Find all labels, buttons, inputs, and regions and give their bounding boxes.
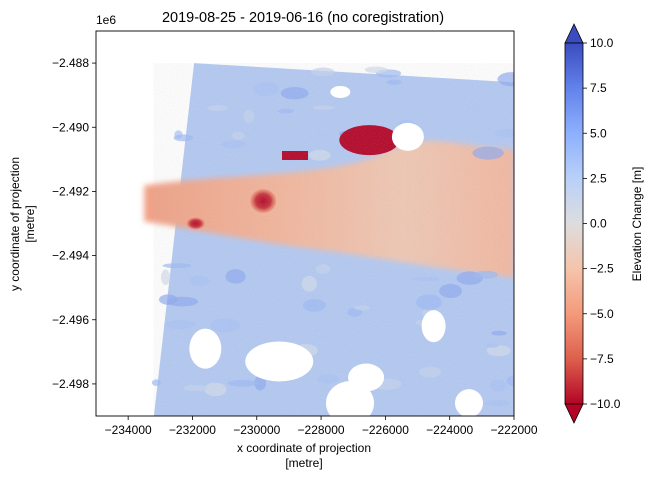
nodata-hole [421, 310, 446, 343]
colorbar-tick-label: −2.5 [590, 262, 614, 276]
nodata-hole [391, 122, 424, 151]
y-tick-label: −2.488 [52, 56, 89, 70]
colorbar-tick-label: −7.5 [590, 352, 614, 366]
plot-frame [95, 30, 515, 417]
x-tick-label: −226000 [362, 423, 409, 437]
colorbar-tick-label: 5.0 [590, 126, 607, 140]
y-tick-label: −2.494 [52, 249, 89, 263]
colorbar-extend-high [564, 23, 584, 44]
colorbar-tick-label: 10.0 [590, 36, 614, 50]
y-tick-label: −2.496 [52, 313, 89, 327]
x-tick-label: −230000 [233, 423, 280, 437]
elevation-change-raster [144, 63, 514, 416]
nodata-holes [189, 85, 483, 416]
y-axis-label: y coordinate of projection [8, 157, 22, 291]
x-tick-label: −232000 [169, 423, 216, 437]
x-axis-label-unit: [metre] [285, 456, 322, 470]
colorbar-ticks: −10.0 −7.5 −5.0 −2.5 0.0 2.5 5.0 7.5 10.0 [583, 36, 621, 411]
stable-patch [160, 269, 171, 285]
colorbar-extend-low [564, 403, 584, 424]
colorbar-gradient [564, 42, 584, 405]
y-axis-label-unit: [metre] [23, 205, 37, 242]
nodata-hole [189, 328, 222, 369]
nodata-hole [245, 341, 314, 382]
colorbar-tick-label: −10.0 [590, 397, 621, 411]
x-axis-ticks: −234000 −232000 −230000 −228000 −226000 −2240… [105, 416, 538, 437]
colorbar: −10.0 −7.5 −5.0 −2.5 0.0 2.5 5.0 7.5 10.0 Elevat… [564, 23, 644, 424]
y-tick-label: −2.490 [52, 120, 89, 134]
x-tick-label: −234000 [105, 423, 152, 437]
colorbar-tick-label: 2.5 [590, 171, 607, 185]
x-axis-label: x coordinate of projection [237, 441, 371, 455]
y-tick-label: −2.492 [52, 184, 89, 198]
stable-patch [364, 66, 388, 74]
nodata-hole [454, 389, 483, 416]
colorbar-tick-label: −5.0 [590, 307, 614, 321]
x-tick-label: −224000 [426, 423, 473, 437]
colorbar-tick-label: 0.0 [590, 217, 607, 231]
nodata-hole [330, 85, 351, 98]
nodata-hole [326, 381, 375, 416]
colorbar-tick-label: 7.5 [590, 81, 607, 95]
x-tick-label: −228000 [298, 423, 345, 437]
colorbar-label: Elevation Change [m] [630, 167, 644, 282]
y-tick-label: −2.498 [52, 377, 89, 391]
y-axis-ticks: −2.488 −2.490 −2.492 −2.494 −2.496 −2.498 [52, 56, 96, 391]
x-tick-label: −222000 [490, 423, 537, 437]
plot-area [96, 31, 514, 416]
y-offset-label: 1e6 [96, 13, 116, 27]
chart-title: 2019-08-25 - 2019-06-16 (no coregistrati… [162, 10, 444, 26]
